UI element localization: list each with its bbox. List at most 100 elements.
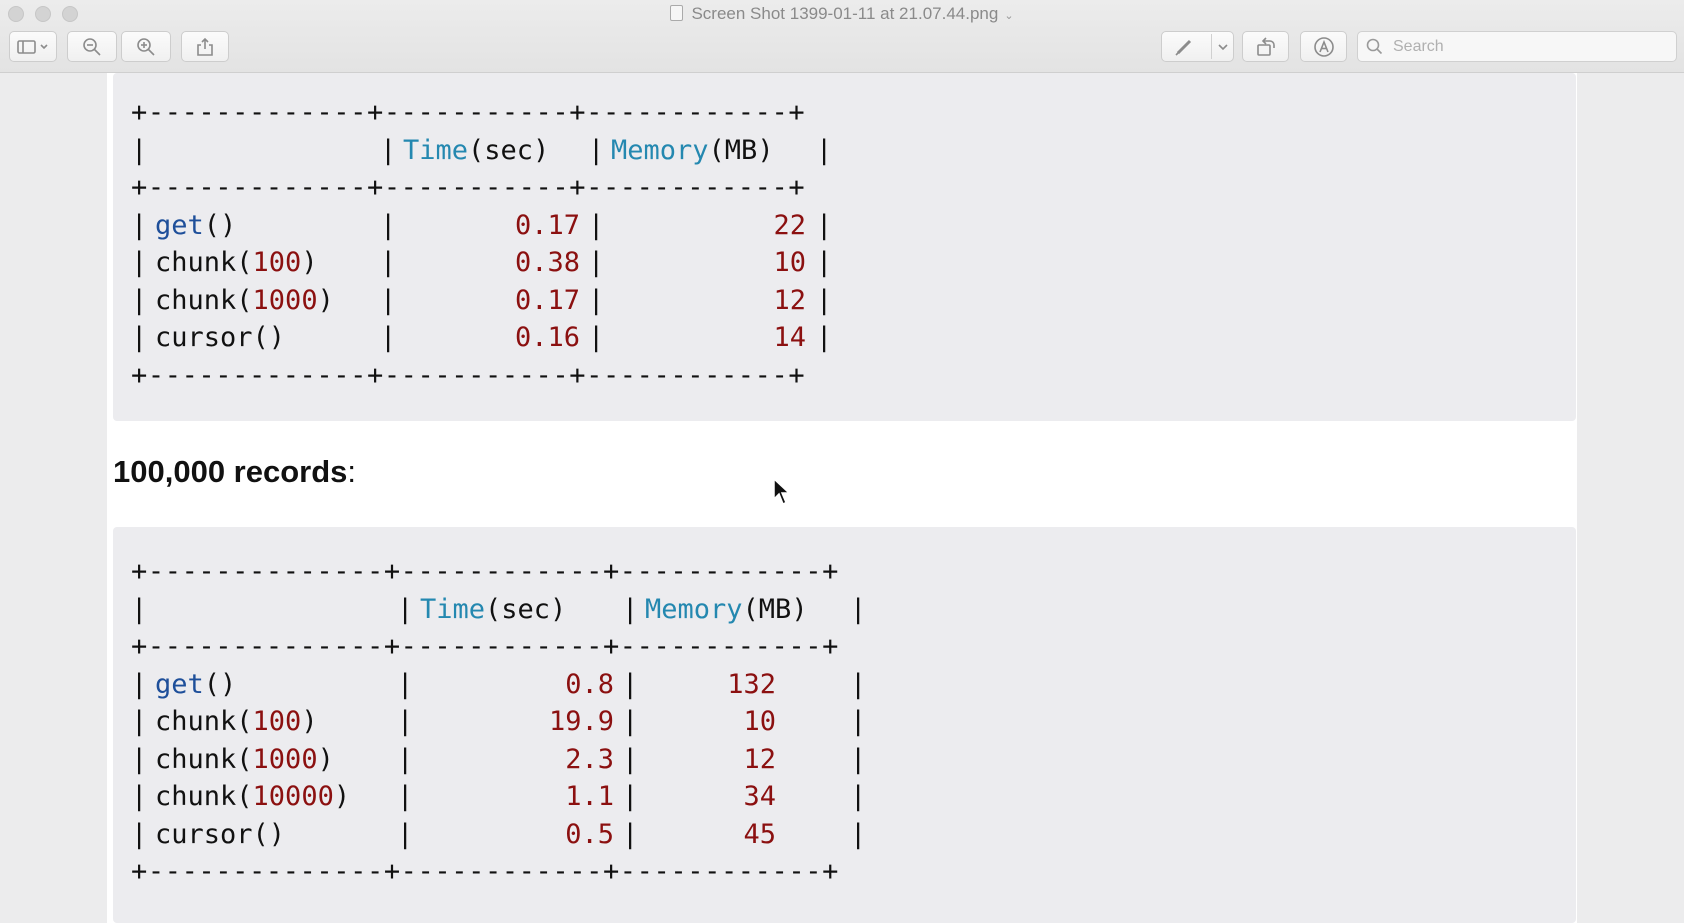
markup-toolbar-button[interactable]	[1300, 31, 1347, 62]
time-value: 0.16	[514, 322, 580, 354]
method-cell: chunk(1000)	[146, 744, 397, 775]
table-row: | chunk(1000) | 0.17 | 12 |	[131, 284, 833, 316]
table-row: | chunk(10000) | 1.1 | 34 |	[131, 781, 867, 813]
minimize-window-button[interactable]	[35, 6, 51, 22]
header-memory: Memory	[645, 593, 743, 625]
header-time: Time	[403, 134, 469, 166]
code-block-2	[113, 527, 1576, 923]
window-titlebar: Screen Shot 1399-01-11 at 21.07.44.png ⌄	[0, 0, 1684, 73]
table-row: | get() | 0.8 | 132 |	[131, 668, 867, 700]
zoom-window-button[interactable]	[62, 6, 78, 22]
table-header-row: | | Time(sec) | Memory(MB) |	[131, 134, 833, 166]
memory-value: 12	[743, 743, 776, 775]
share-icon	[197, 37, 213, 56]
zoom-out-button[interactable]	[67, 31, 117, 62]
sidebar-toggle-button[interactable]	[9, 31, 57, 62]
table-header-row: | | Time(sec) | Memory(MB) |	[131, 593, 867, 625]
method-name: chunk(	[155, 781, 253, 813]
method-parens: )	[333, 781, 351, 813]
time-value: 0.38	[514, 247, 580, 279]
benchmark-table-2: +--------------+------------+-----------…	[131, 553, 867, 891]
table-row: | cursor() | 0.5 | 45 |	[131, 818, 867, 850]
search-field[interactable]	[1357, 31, 1677, 62]
section-heading: 100,000 records:	[113, 454, 356, 490]
method-name: get	[155, 209, 204, 241]
method-cell: chunk(10000)	[146, 781, 397, 812]
document-icon	[670, 5, 684, 21]
method-name: cursor()	[155, 322, 286, 354]
table-border: +--------------+------------+-----------…	[131, 631, 839, 663]
method-cell: get()	[146, 669, 397, 700]
time-value: 0.5	[565, 818, 614, 850]
header-memory: Memory	[611, 134, 709, 166]
time-value: 0.17	[514, 209, 580, 241]
time-value: 0.8	[565, 668, 614, 700]
zoom-in-icon	[137, 37, 155, 56]
method-arg: 10000	[252, 781, 334, 813]
table-row: | chunk(100) | 0.38 | 10 |	[131, 247, 833, 279]
table-border: +--------------+------------+-----------…	[131, 856, 839, 888]
memory-value: 10	[773, 247, 806, 279]
benchmark-table-1: +-------------+-----------+------------+…	[131, 94, 833, 394]
markup-icon	[1313, 36, 1334, 57]
zoom-out-icon	[83, 37, 101, 56]
method-name: chunk(	[155, 706, 253, 738]
method-name: chunk(	[155, 247, 253, 279]
memory-value: 10	[743, 706, 776, 738]
chevron-down-icon[interactable]	[1217, 42, 1229, 52]
memory-value: 22	[773, 209, 806, 241]
rotate-button[interactable]	[1242, 31, 1289, 62]
method-cell: chunk(100)	[146, 247, 380, 278]
memory-value: 12	[773, 284, 806, 316]
header-time-unit: (sec)	[485, 593, 567, 625]
header-memory-unit: (MB)	[742, 593, 808, 625]
method-parens: )	[317, 743, 334, 775]
table-border: +--------------+------------+-----------…	[131, 556, 839, 588]
sidebar-icon	[17, 39, 48, 54]
code-block-1	[113, 73, 1576, 421]
window-controls	[8, 6, 78, 22]
method-cell: get()	[146, 210, 380, 241]
table-border: +-------------+-----------+------------+	[131, 97, 806, 129]
window-title-text: Screen Shot 1399-01-11 at 21.07.44.png	[691, 4, 999, 23]
zoom-in-button[interactable]	[121, 31, 171, 62]
method-arg: 100	[252, 706, 302, 738]
pen-icon	[1175, 39, 1192, 56]
method-parens: ()	[203, 209, 237, 241]
header-time: Time	[420, 593, 486, 625]
search-icon	[1366, 38, 1383, 55]
markup-pen-button[interactable]	[1161, 31, 1234, 62]
share-button[interactable]	[181, 31, 229, 62]
memory-value: 45	[743, 818, 776, 850]
method-arg: 1000	[252, 284, 318, 316]
method-arg: 1000	[252, 743, 318, 775]
section-heading-text: 100,000 records	[113, 454, 348, 489]
method-parens: )	[301, 706, 318, 738]
table-row: | chunk(100) | 19.9 | 10 |	[131, 706, 867, 738]
close-window-button[interactable]	[8, 6, 24, 22]
method-name: chunk(	[155, 743, 253, 775]
method-arg: 100	[252, 247, 302, 279]
method-cell: cursor()	[146, 819, 397, 850]
method-name: chunk(	[155, 284, 253, 316]
method-cell: chunk(1000)	[146, 285, 380, 316]
table-row: | get() | 0.17 | 22 |	[131, 209, 833, 241]
window-title[interactable]: Screen Shot 1399-01-11 at 21.07.44.png ⌄	[0, 4, 1684, 24]
search-input[interactable]	[1391, 36, 1665, 57]
time-value: 0.17	[514, 284, 580, 316]
mouse-pointer-icon	[773, 478, 791, 506]
method-cell: chunk(100)	[146, 706, 397, 737]
header-time-unit: (sec)	[468, 134, 550, 166]
chevron-down-icon: ⌄	[1004, 10, 1014, 22]
table-border: +-------------+-----------+------------+	[131, 359, 806, 391]
method-parens: ()	[203, 668, 237, 700]
time-value: 1.1	[565, 781, 614, 813]
header-memory-unit: (MB)	[708, 134, 774, 166]
method-parens: )	[317, 284, 334, 316]
method-name: get	[155, 668, 204, 700]
table-border: +-------------+-----------+------------+	[131, 172, 806, 204]
section-heading-suffix: :	[347, 454, 357, 489]
table-row: | chunk(1000) | 2.3 | 12 |	[131, 743, 867, 775]
method-name: cursor()	[155, 818, 286, 850]
memory-value: 132	[727, 668, 776, 700]
